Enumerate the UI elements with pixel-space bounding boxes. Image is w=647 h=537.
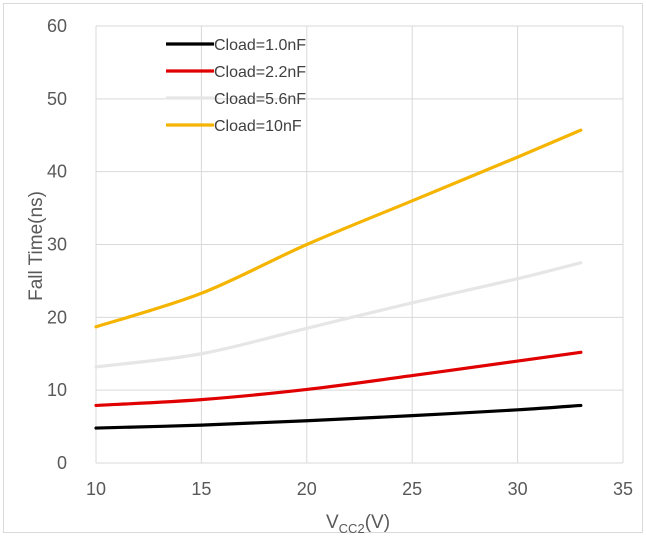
x-tick-label: 25 (402, 479, 422, 499)
y-tick-label: 30 (47, 235, 67, 255)
series-line-1 (94, 350, 583, 408)
x-tick-label: 10 (86, 479, 106, 499)
x-tick-label: 30 (508, 479, 528, 499)
y-tick-label: 20 (47, 307, 67, 327)
y-tick-labels: 0 10 20 30 40 50 60 (47, 16, 67, 473)
series-line-2 (94, 261, 583, 369)
legend-label-0: Cload=1.0nF (214, 37, 306, 54)
x-axis-title-suffix: (V) (365, 512, 390, 533)
y-tick-label: 0 (57, 453, 67, 473)
x-axis-title-main: V (326, 512, 339, 533)
y-tick-label: 40 (47, 162, 67, 182)
x-tick-label: 35 (613, 479, 633, 499)
x-axis-title-subscript: CC2 (339, 521, 365, 536)
y-tick-label: 50 (47, 89, 67, 109)
y-tick-label: 60 (47, 16, 67, 36)
y-axis-title: Fall Time(ns) (26, 191, 47, 301)
x-tick-label: 15 (191, 479, 211, 499)
legend: Cload=1.0nF Cload=2.2nF Cload=5.6nF Cload=1… (166, 37, 306, 135)
x-tick-labels: 10 15 20 25 30 35 (86, 479, 633, 499)
x-tick-label: 20 (297, 479, 317, 499)
series-line-0 (94, 403, 583, 430)
legend-label-3: Cload=10nF (214, 118, 302, 135)
legend-label-2: Cload=5.6nF (214, 91, 306, 108)
grid (95, 25, 624, 464)
x-axis-title: VCC2(V) (326, 512, 390, 536)
chart-frame (3, 3, 643, 533)
y-tick-label: 10 (47, 380, 67, 400)
legend-label-1: Cload=2.2nF (214, 64, 306, 81)
series-line-3 (94, 128, 583, 329)
series-lines (94, 128, 583, 430)
